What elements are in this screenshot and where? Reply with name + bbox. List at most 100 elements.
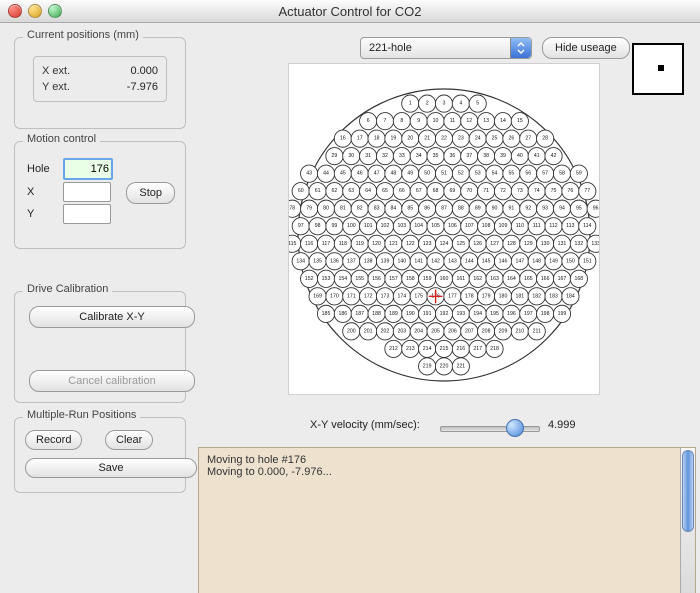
hole-86[interactable]: 86 [419, 200, 436, 217]
hole-156[interactable]: 156 [368, 270, 385, 287]
hole-170[interactable]: 170 [326, 288, 343, 305]
stop-button[interactable]: Stop [126, 182, 175, 204]
hole-104[interactable]: 104 [410, 218, 427, 235]
hole-34[interactable]: 34 [410, 148, 427, 165]
hole-152[interactable]: 152 [301, 270, 318, 287]
hole-205[interactable]: 205 [427, 323, 444, 340]
hole-50[interactable]: 50 [419, 165, 436, 182]
hole-75[interactable]: 75 [545, 183, 562, 200]
hole-122[interactable]: 122 [402, 235, 419, 252]
hole-119[interactable]: 119 [351, 235, 368, 252]
hole-46[interactable]: 46 [351, 165, 368, 182]
hole-201[interactable]: 201 [360, 323, 377, 340]
hole-141[interactable]: 141 [410, 253, 427, 270]
hole-138[interactable]: 138 [360, 253, 377, 270]
hole-177[interactable]: 177 [444, 288, 461, 305]
hole-87[interactable]: 87 [435, 200, 452, 217]
hole-45[interactable]: 45 [334, 165, 351, 182]
hole-54[interactable]: 54 [486, 165, 503, 182]
hole-26[interactable]: 26 [503, 130, 520, 147]
hole-31[interactable]: 31 [360, 148, 377, 165]
hole-161[interactable]: 161 [452, 270, 469, 287]
hole-172[interactable]: 172 [360, 288, 377, 305]
hole-142[interactable]: 142 [427, 253, 444, 270]
hole-1[interactable]: 1 [402, 95, 419, 112]
hole-207[interactable]: 207 [461, 323, 478, 340]
hole-186[interactable]: 186 [334, 305, 351, 322]
hole-43[interactable]: 43 [301, 165, 318, 182]
hole-174[interactable]: 174 [393, 288, 410, 305]
hole-165[interactable]: 165 [520, 270, 537, 287]
hole-164[interactable]: 164 [503, 270, 520, 287]
hole-57[interactable]: 57 [537, 165, 554, 182]
hole-38[interactable]: 38 [478, 148, 495, 165]
hole-81[interactable]: 81 [334, 200, 351, 217]
hole-32[interactable]: 32 [376, 148, 393, 165]
hole-107[interactable]: 107 [461, 218, 478, 235]
hole-171[interactable]: 171 [343, 288, 360, 305]
hole-16[interactable]: 16 [334, 130, 351, 147]
hole-29[interactable]: 29 [326, 148, 343, 165]
hole-139[interactable]: 139 [376, 253, 393, 270]
hole-80[interactable]: 80 [317, 200, 334, 217]
hole-65[interactable]: 65 [376, 183, 393, 200]
hole-70[interactable]: 70 [461, 183, 478, 200]
hole-176[interactable]: 176 [427, 288, 444, 305]
hole-39[interactable]: 39 [494, 148, 511, 165]
hole-77[interactable]: 77 [579, 183, 596, 200]
hole-108[interactable]: 108 [478, 218, 495, 235]
log-scroll-thumb[interactable] [682, 450, 694, 532]
hole-3[interactable]: 3 [435, 95, 452, 112]
hole-169[interactable]: 169 [309, 288, 326, 305]
hole-7[interactable]: 7 [376, 113, 393, 130]
hole-129[interactable]: 129 [520, 235, 537, 252]
hole-162[interactable]: 162 [469, 270, 486, 287]
hole-200[interactable]: 200 [343, 323, 360, 340]
hole-181[interactable]: 181 [511, 288, 528, 305]
hole-125[interactable]: 125 [452, 235, 469, 252]
hole-6[interactable]: 6 [360, 113, 377, 130]
motion-x-input[interactable] [63, 182, 111, 202]
hole-102[interactable]: 102 [376, 218, 393, 235]
hole-67[interactable]: 67 [410, 183, 427, 200]
hole-91[interactable]: 91 [503, 200, 520, 217]
hole-55[interactable]: 55 [503, 165, 520, 182]
hole-20[interactable]: 20 [402, 130, 419, 147]
hole-88[interactable]: 88 [452, 200, 469, 217]
hole-194[interactable]: 194 [469, 305, 486, 322]
hole-210[interactable]: 210 [511, 323, 528, 340]
hole-99[interactable]: 99 [326, 218, 343, 235]
hole-35[interactable]: 35 [427, 148, 444, 165]
hole-183[interactable]: 183 [545, 288, 562, 305]
hole-118[interactable]: 118 [334, 235, 351, 252]
hole-61[interactable]: 61 [309, 183, 326, 200]
hole-90[interactable]: 90 [486, 200, 503, 217]
hole-190[interactable]: 190 [402, 305, 419, 322]
hole-56[interactable]: 56 [520, 165, 537, 182]
hole-178[interactable]: 178 [461, 288, 478, 305]
hole-4[interactable]: 4 [452, 95, 469, 112]
hole-21[interactable]: 21 [419, 130, 436, 147]
hole-41[interactable]: 41 [528, 148, 545, 165]
hole-101[interactable]: 101 [360, 218, 377, 235]
hole-64[interactable]: 64 [360, 183, 377, 200]
hole-114[interactable]: 114 [579, 218, 596, 235]
hole-24[interactable]: 24 [469, 130, 486, 147]
hole-180[interactable]: 180 [494, 288, 511, 305]
hole-198[interactable]: 198 [537, 305, 554, 322]
hole-153[interactable]: 153 [317, 270, 334, 287]
hole-120[interactable]: 120 [368, 235, 385, 252]
hole-37[interactable]: 37 [461, 148, 478, 165]
hole-158[interactable]: 158 [402, 270, 419, 287]
hole-72[interactable]: 72 [494, 183, 511, 200]
hole-145[interactable]: 145 [478, 253, 495, 270]
hole-123[interactable]: 123 [419, 235, 436, 252]
hole-83[interactable]: 83 [368, 200, 385, 217]
hole-85[interactable]: 85 [402, 200, 419, 217]
hole-132[interactable]: 132 [570, 235, 587, 252]
hole-113[interactable]: 113 [562, 218, 579, 235]
hole-10[interactable]: 10 [427, 113, 444, 130]
hole-17[interactable]: 17 [351, 130, 368, 147]
hole-137[interactable]: 137 [343, 253, 360, 270]
hole-layout-dropdown[interactable]: 221-hole [360, 37, 532, 59]
